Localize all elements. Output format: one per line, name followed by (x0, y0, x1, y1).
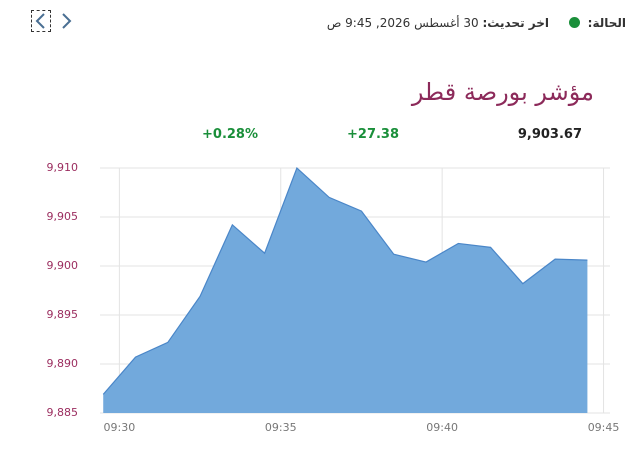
next-button[interactable] (58, 10, 76, 32)
area (103, 168, 588, 413)
y-tick-label: 9,890 (47, 357, 79, 370)
last-value: 9,903.67 (517, 127, 582, 142)
x-tick-label: 09:35 (265, 421, 297, 434)
prev-icon (35, 13, 45, 29)
status-label: الحالة: (587, 16, 626, 30)
page-title: مؤشر بورصة قطر (411, 78, 594, 106)
next-icon (62, 13, 72, 29)
line (102, 166, 588, 395)
prev-button[interactable] (31, 10, 51, 32)
update-value: 30 أغسطس 2026, 9:45 ص (326, 16, 479, 30)
status-dot (568, 17, 580, 28)
x-tick-label: 09:45 (588, 421, 620, 434)
y-tick-label: 9,895 (47, 308, 79, 321)
y-tick-label: 9,885 (47, 406, 79, 419)
change-percent: +0.28% (202, 127, 258, 142)
y-tick-label: 9,910 (47, 161, 79, 174)
status-bar: الحالة: اخر تحديث: 30 أغسطس 2026, 9:45 ص (327, 16, 626, 30)
y-tick-label: 9,900 (47, 259, 79, 272)
y-tick-label: 9,905 (47, 210, 79, 223)
change-value: +27.38 (347, 127, 400, 142)
update-label: اخر تحديث: (482, 16, 549, 30)
x-tick-label: 09:30 (104, 421, 136, 434)
x-tick-label: 09:40 (426, 421, 458, 434)
